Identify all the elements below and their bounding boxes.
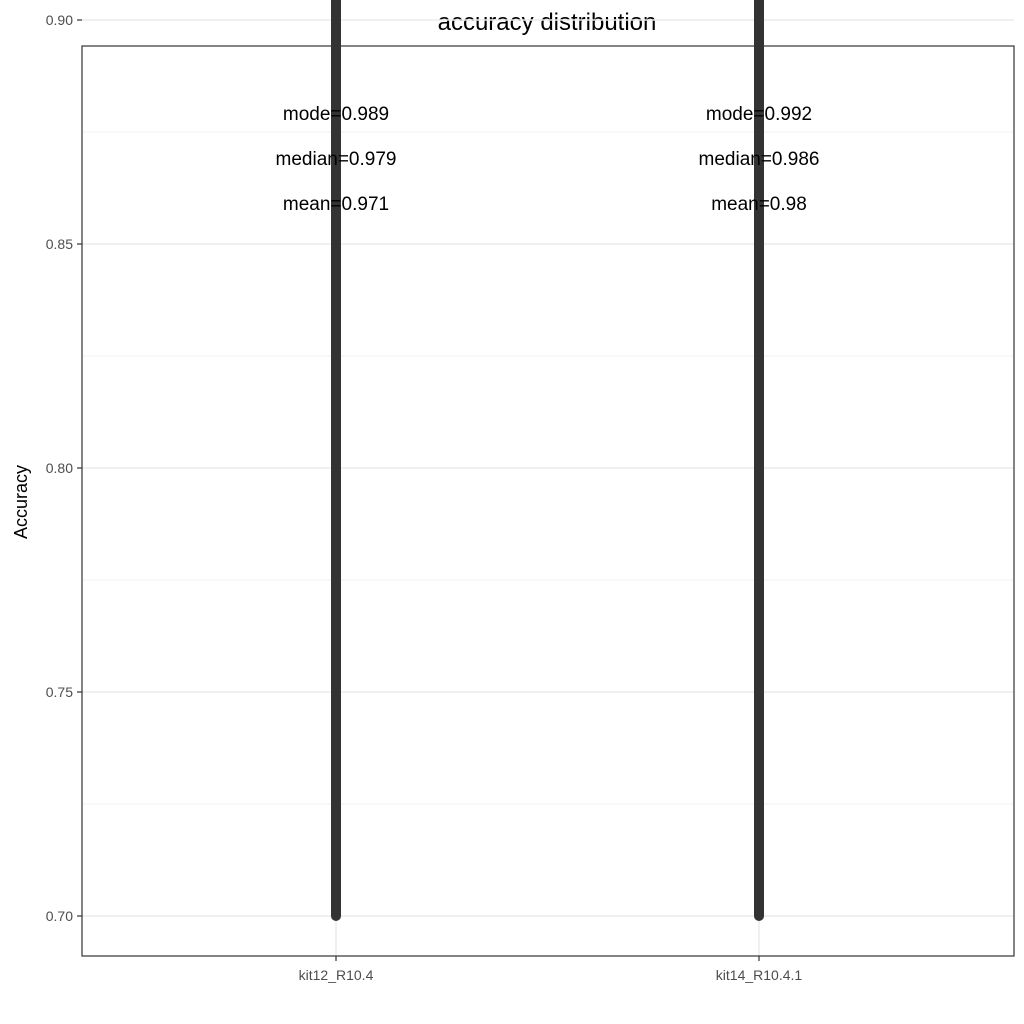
axes: 0.700.750.800.850.900.951.00kit12_R10.4k… — [46, 12, 803, 983]
panel-background — [82, 46, 1014, 956]
x-tick-label: kit14_R10.4.1 — [716, 967, 803, 983]
y-tick-label: 0.75 — [46, 684, 73, 700]
median-label-kit14_R10.4.1: median=0.986 — [699, 149, 820, 170]
panel-border — [81, 45, 1015, 957]
mode-label-kit14_R10.4.1: mode=0.992 — [706, 104, 812, 125]
y-tick-label: 0.90 — [46, 12, 73, 28]
grid — [82, 19, 1014, 956]
y-tick-label: 0.70 — [46, 908, 73, 924]
mean-label-kit12_R10.4: mean=0.971 — [283, 194, 389, 215]
median-label-kit12_R10.4: median=0.979 — [276, 149, 397, 170]
y-tick-label: 0.80 — [46, 460, 73, 476]
y-axis-title: Accuracy — [11, 465, 31, 539]
mode-label-kit12_R10.4: mode=0.989 — [283, 104, 389, 125]
mean-label-kit14_R10.4.1: mean=0.98 — [711, 194, 807, 215]
x-tick-label: kit12_R10.4 — [299, 967, 374, 983]
chart-title: accuracy distribution — [438, 9, 657, 36]
y-tick-label: 0.85 — [46, 236, 73, 252]
plot-marks: mode=0.989 median=0.979 mean=0.971 mode=0.9… — [276, 0, 820, 921]
